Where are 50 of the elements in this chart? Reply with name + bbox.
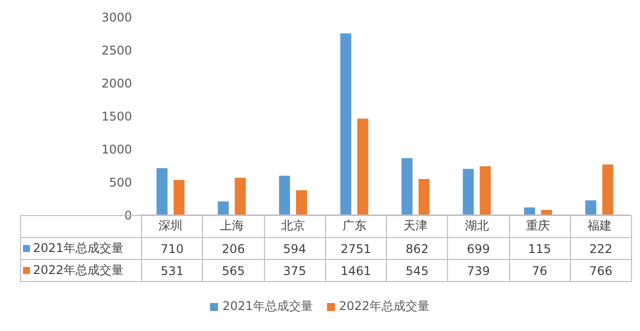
x-tick-label: 湖北	[464, 218, 489, 233]
data-label: 206	[202, 238, 264, 260]
bar	[156, 168, 168, 215]
bar	[585, 200, 596, 215]
data-label: 594	[264, 238, 326, 260]
data-label: 699	[448, 238, 509, 260]
x-tick-label: 福建	[587, 218, 612, 233]
x-tick-label: 深圳	[158, 218, 183, 233]
legend-label: 2022年总成交量	[33, 263, 124, 277]
y-tick-label: 1000	[101, 142, 132, 156]
x-tick-label: 广东	[342, 218, 366, 233]
bar	[357, 118, 368, 215]
data-label: 375	[264, 260, 326, 282]
bar	[174, 180, 185, 215]
bar	[340, 33, 352, 215]
data-label: 1461	[325, 260, 386, 282]
x-tick-label: 重庆	[526, 218, 550, 233]
text: 2022年总成交量	[339, 299, 430, 313]
bar	[418, 179, 430, 215]
bar	[402, 158, 413, 215]
data-label: 710	[142, 238, 203, 260]
x-tick-label: 天津	[404, 218, 428, 233]
x-tick-label: 上海	[220, 218, 244, 233]
data-label: 531	[142, 260, 203, 282]
bar	[296, 190, 308, 215]
data-label: 2751	[325, 238, 386, 260]
y-tick-label: 500	[109, 175, 132, 190]
data-label: 565	[202, 260, 264, 282]
bar	[480, 166, 491, 215]
bar	[279, 176, 290, 215]
data-label: 545	[386, 260, 448, 282]
y-tick-label: 1500	[101, 109, 132, 124]
data-label: 76	[509, 260, 570, 282]
data-label: 766	[570, 260, 632, 282]
data-label: 222	[570, 238, 632, 260]
y-tick-label: 3000	[101, 10, 132, 24]
bar	[524, 207, 536, 215]
bar	[234, 178, 246, 215]
y-tick-label: 2000	[101, 76, 132, 90]
text: 2021年总成交量	[222, 299, 313, 313]
bar	[602, 164, 614, 215]
y-tick-label: 2500	[101, 43, 132, 58]
legend-label: 2021年总成交量	[33, 241, 124, 255]
data-label: 115	[509, 238, 570, 260]
bar	[218, 201, 229, 215]
bar	[541, 210, 552, 215]
bar	[462, 168, 474, 215]
data-label: 862	[386, 238, 448, 260]
x-tick-label: 北京	[281, 218, 306, 233]
data-label: 739	[448, 260, 509, 282]
